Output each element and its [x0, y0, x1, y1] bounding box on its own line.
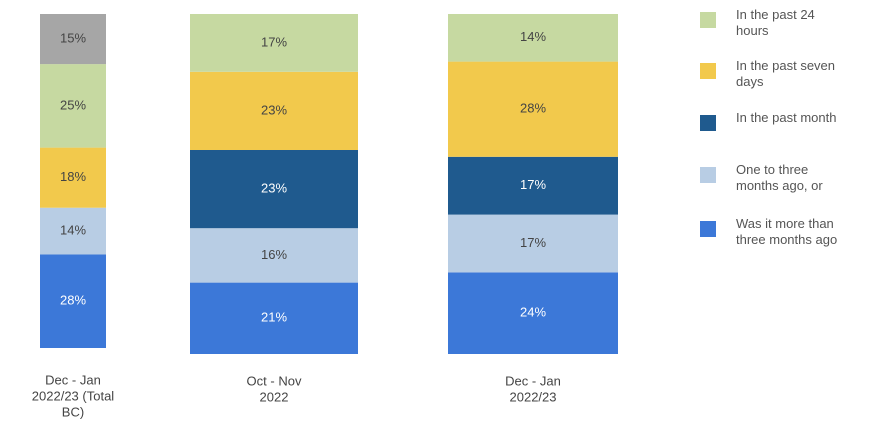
data-label: 14%: [520, 29, 546, 44]
bar-segment: [190, 228, 358, 283]
legend-swatch: [700, 63, 716, 79]
data-label: 24%: [520, 305, 546, 320]
bar-segment: [448, 156, 618, 215]
bar-segment: [40, 207, 106, 255]
legend-swatch: [700, 167, 716, 183]
legend-label: One to three months ago, or: [736, 162, 823, 193]
bar-segment: [190, 14, 358, 72]
data-label: 17%: [261, 34, 287, 49]
legend-label: Was it more than three months ago: [736, 216, 838, 247]
data-label: 14%: [60, 223, 86, 238]
legend-label: In the past 24 hours: [736, 7, 815, 38]
bar-segment: [190, 282, 358, 354]
data-label: 18%: [60, 169, 86, 184]
bar-segment: [40, 14, 106, 65]
bar-segment: [448, 14, 618, 62]
x-tick-label: BC): [62, 404, 84, 419]
x-tick-label: 2022/23 (Total: [32, 388, 115, 403]
data-label: 28%: [60, 293, 86, 308]
data-label: 28%: [520, 101, 546, 116]
legend-swatch: [700, 221, 716, 237]
bar-segment: [448, 272, 618, 354]
bar-segment: [448, 214, 618, 273]
data-label: 17%: [520, 235, 546, 250]
x-tick-label: 2022: [260, 389, 289, 404]
bar-segment: [190, 71, 358, 150]
x-tick-label: Oct - Nov: [247, 373, 302, 388]
data-label: 25%: [60, 97, 86, 112]
data-label: 23%: [261, 181, 287, 196]
bar-segment: [448, 61, 618, 157]
legend-swatch: [700, 115, 716, 131]
bar-segment: [40, 147, 106, 208]
x-tick-label: Dec - Jan: [505, 373, 561, 388]
data-label: 23%: [261, 102, 287, 117]
x-tick-label: 2022/23: [510, 389, 557, 404]
bar-segment: [190, 150, 358, 229]
legend-label: In the past seven days: [736, 58, 836, 89]
data-label: 21%: [261, 310, 287, 325]
bar-segment: [40, 64, 106, 148]
legend-swatch: [700, 12, 716, 28]
bar-segment: [40, 254, 106, 348]
legend-label: In the past month: [736, 110, 837, 125]
data-label: 17%: [520, 177, 546, 192]
data-label: 15%: [60, 30, 86, 45]
x-tick-label: Dec - Jan: [45, 372, 101, 387]
data-label: 16%: [261, 247, 287, 262]
